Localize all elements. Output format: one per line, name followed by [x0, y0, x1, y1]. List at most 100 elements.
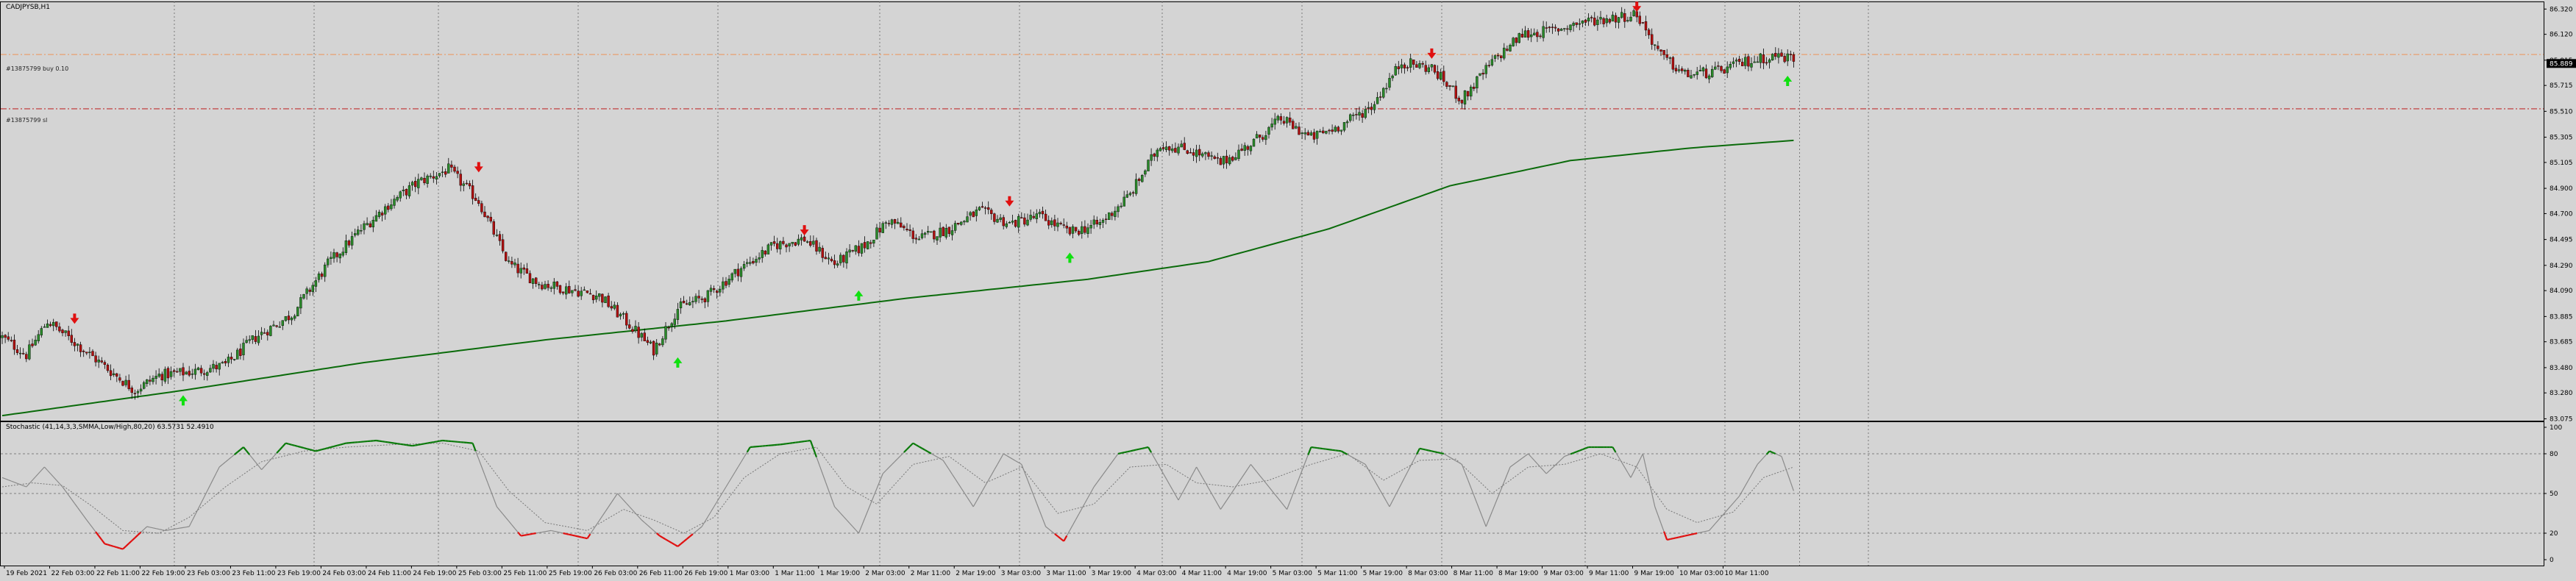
candle-body: [833, 260, 836, 265]
candle-body: [1461, 100, 1463, 103]
candle-body: [671, 324, 673, 327]
candle: [269, 325, 271, 336]
candle-body: [1014, 220, 1017, 227]
candle-body: [1376, 97, 1378, 104]
price-tick-label: 86.120: [2550, 32, 2573, 39]
candle-body: [710, 288, 712, 292]
candle-body: [1717, 65, 1719, 66]
candle-body: [1449, 85, 1451, 86]
stochastic-main-segment: [325, 448, 328, 449]
candle-body: [770, 243, 772, 246]
candle-body: [963, 221, 965, 222]
candle-body: [1768, 60, 1771, 63]
candle-body: [390, 204, 392, 209]
candle-body: [457, 171, 459, 174]
candle-body: [417, 179, 419, 188]
candle-body: [1663, 50, 1665, 54]
candle-body: [1220, 158, 1222, 165]
candle-body: [1050, 221, 1053, 225]
candle-body: [809, 241, 811, 246]
candle-body: [1533, 33, 1535, 35]
candle-body: [463, 184, 465, 186]
candle-body: [1027, 220, 1029, 225]
stochastic-main-segment: [1438, 452, 1441, 453]
candle-body: [668, 327, 670, 328]
price-tick-label: 85.105: [2550, 160, 2573, 167]
candle-body: [381, 213, 383, 215]
candle-body: [450, 165, 452, 167]
stochastic-main-segment: [527, 534, 530, 535]
candle-body: [1431, 65, 1433, 67]
candle-body: [1313, 132, 1315, 140]
candle-body: [1543, 26, 1545, 38]
stochastic-main-segment: [563, 533, 566, 534]
candle-body: [855, 246, 857, 252]
candle-body: [58, 327, 60, 331]
candle-body: [589, 293, 591, 294]
candle-body: [1047, 221, 1050, 226]
candle-body: [4, 335, 7, 338]
price-tick-label: 86.320: [2550, 6, 2573, 13]
candle-body: [891, 220, 893, 225]
candle: [942, 227, 944, 236]
price-tick-label: 85.305: [2550, 135, 2573, 142]
candle-body: [1464, 90, 1466, 104]
candle-body: [1681, 68, 1683, 71]
candle: [1518, 32, 1520, 43]
candle-body: [520, 268, 522, 274]
stochastic-main-segment: [1694, 533, 1697, 534]
stochastic-main-segment: [545, 531, 548, 532]
candle-body: [1497, 55, 1499, 56]
candle-body: [1434, 65, 1436, 73]
candle-body: [948, 227, 950, 234]
candle-body: [224, 361, 227, 363]
candle-body: [1006, 224, 1008, 227]
candle-body: [28, 345, 30, 359]
candle-body: [1264, 135, 1267, 140]
candle-body: [1593, 18, 1595, 25]
candle-body: [216, 365, 218, 368]
candle-body: [357, 229, 359, 234]
candle-body: [794, 243, 797, 246]
price-tick-label: 84.495: [2550, 237, 2573, 244]
stochastic-main-segment: [536, 532, 539, 533]
stochastic-main-segment: [1670, 538, 1673, 539]
candle-body: [936, 237, 939, 240]
candle-body: [803, 237, 805, 241]
time-tick-label: 5 Mar 03:00: [1273, 570, 1313, 577]
candle-body: [586, 290, 588, 293]
candle-body: [674, 319, 676, 325]
candle-body: [233, 359, 235, 360]
stochastic-main-segment: [1682, 536, 1685, 537]
candle-body: [1774, 53, 1776, 57]
candle-body: [1135, 179, 1137, 194]
candle-body: [1195, 150, 1198, 157]
time-tick-label: 8 Mar 11:00: [1454, 570, 1494, 577]
stochastic-main-segment: [328, 447, 331, 448]
sl-line-label: #13875799 sl: [6, 117, 47, 124]
candle-body: [830, 259, 833, 261]
candle-body: [909, 229, 911, 230]
candle-body: [731, 274, 733, 280]
candle-body: [1455, 86, 1457, 99]
candle-body: [613, 305, 616, 309]
candle-body: [1392, 76, 1394, 78]
candle-body: [339, 254, 341, 258]
stochastic-main-segment: [177, 528, 180, 529]
candle-body: [761, 250, 764, 257]
time-tick-label: 24 Feb 11:00: [368, 570, 411, 577]
candle-body: [19, 353, 21, 354]
candle-body: [1762, 54, 1765, 63]
candle-body: [737, 269, 739, 276]
candle: [1141, 174, 1143, 182]
candle-body: [661, 339, 663, 345]
candle-body: [32, 344, 34, 346]
stochastic-main-segment: [413, 445, 416, 446]
candle-body: [1023, 218, 1025, 224]
stochastic-tick-label: 80: [2550, 451, 2558, 458]
candle-body: [1365, 109, 1367, 117]
candle-body: [839, 255, 842, 263]
candle-body: [433, 177, 435, 178]
